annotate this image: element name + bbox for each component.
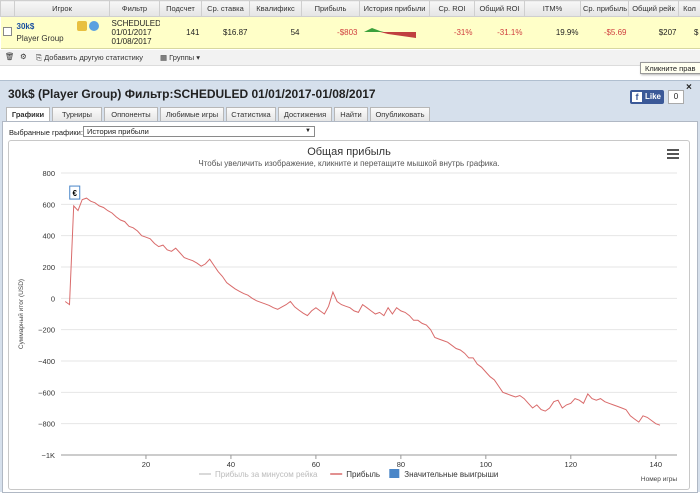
profit-history-sparkline (360, 17, 430, 49)
add-stats-label: Добавить другую статистику (44, 53, 143, 62)
col-header-player[interactable]: Игрок (15, 1, 110, 17)
groups-icon: ▦ (160, 53, 169, 62)
chart-select-label: Выбранные графики: (9, 128, 83, 137)
y-tick-label: 0 (51, 294, 55, 303)
filter-cell: SCHEDULED 01/01/2017 01/08/2017 (110, 17, 160, 49)
panel-title: 30k$ (Player Group) Фильтр:SCHEDULED 01/… (8, 87, 376, 101)
tab-opponents[interactable]: Оппоненты (104, 107, 158, 121)
y-axis-title: Суммарный итог (USD) (17, 279, 25, 349)
col-header-qualifiers[interactable]: Квалификс (250, 1, 302, 17)
col-header-itm[interactable]: ITM% (525, 1, 581, 17)
count-cell: 141 (160, 17, 202, 49)
facebook-like-count: 0 (668, 90, 684, 104)
add-stats-button[interactable]: ⎘ Добавить другую статистику (36, 53, 143, 63)
legend-item-label: Прибыль (346, 470, 380, 479)
tab-favorite-games[interactable]: Любимые игры (160, 107, 224, 121)
col-header-filter[interactable]: Фильтр (110, 1, 160, 17)
facebook-icon: f (632, 92, 642, 102)
y-tick-label: −400 (38, 357, 55, 366)
tab-statistics[interactable]: Статистика (226, 107, 276, 121)
table-row[interactable]: 30k$ Player Group SCHEDULED 01/01/2017 0… (1, 17, 700, 49)
col-header-profit[interactable]: Прибыль (302, 1, 360, 17)
avg-roi-cell: -31% (430, 17, 475, 49)
avg-profit-cell: -$5.69 (581, 17, 629, 49)
player-notes-icon[interactable] (77, 21, 87, 31)
total-rake-cell: $207 (629, 17, 679, 49)
y-tick-label: −200 (38, 326, 55, 335)
x-axis-title: Номер игры (641, 476, 677, 483)
qualifiers-cell: 54 (250, 17, 302, 49)
col-header-total-roi[interactable]: Общий ROI (475, 1, 525, 17)
tab-tournaments[interactable]: Турниры (52, 107, 102, 121)
y-tick-label: 200 (42, 263, 55, 272)
x-tick-label: 120 (565, 460, 578, 469)
col-header-extra[interactable]: Кол (679, 1, 700, 17)
profit-cell: -$803 (302, 17, 360, 49)
legend-item-label: Прибыль за минусом рейка (215, 470, 318, 479)
player-graph-panel: 30k$ (Player Group) Фильтр:SCHEDULED 01/… (0, 80, 700, 492)
filter-type: SCHEDULED (112, 19, 158, 28)
groups-dropdown[interactable]: ▦ Группы ▾ (160, 53, 200, 62)
col-header-count[interactable]: Подсчет (160, 1, 202, 17)
x-tick-label: 20 (142, 460, 150, 469)
chevron-down-icon: ▾ (194, 53, 200, 62)
player-group-label: Player Group (17, 34, 108, 43)
avg-stake-cell: $16.87 (202, 17, 250, 49)
col-header-profit-history[interactable]: История прибыли (360, 1, 430, 17)
big-win-flag-label: € (73, 189, 78, 198)
y-tick-label: 600 (42, 200, 55, 209)
y-tick-label: −1K (41, 451, 55, 460)
facebook-like-button[interactable]: f Like (630, 90, 664, 104)
tab-find[interactable]: Найти (334, 107, 368, 121)
stats-table: Игрок Фильтр Подсчет Ср. ставка Квалифик… (0, 0, 700, 49)
row-select-cell (1, 17, 15, 49)
tooltip: Кликните прав (640, 62, 700, 74)
y-tick-label: −600 (38, 388, 55, 397)
series-line-profit (65, 198, 660, 425)
table-toolbar: 🗑 ⚙ ⎘ Добавить другую статистику ▦ Групп… (0, 50, 700, 66)
y-tick-label: −800 (38, 420, 55, 429)
player-refresh-icon[interactable] (89, 21, 99, 31)
col-header-avg-roi[interactable]: Ср. ROI (430, 1, 475, 17)
extra-cell: $ (679, 17, 700, 49)
chart-svg: 800 600 400 200 0 −200 −400 −600 −800 −1K 20 40 60 80… (9, 141, 689, 489)
tab-graphs[interactable]: Графики (6, 107, 50, 122)
chevron-down-icon: ▼ (305, 127, 311, 136)
tab-publish[interactable]: Опубликовать (370, 107, 430, 121)
total-roi-cell: -31.1% (475, 17, 525, 49)
itm-cell: 19.9% (525, 17, 581, 49)
tab-achievements[interactable]: Достижения (278, 107, 332, 121)
select-all-header (1, 1, 15, 17)
table-header-row: Игрок Фильтр Подсчет Ср. ставка Квалифик… (1, 1, 700, 17)
x-tick-label: 80 (397, 460, 405, 469)
filter-date-end: 01/08/2017 (112, 37, 158, 46)
close-icon[interactable]: × (686, 82, 692, 93)
x-tick-label: 60 (312, 460, 320, 469)
x-tick-label: 140 (650, 460, 663, 469)
y-tick-label: 400 (42, 232, 55, 241)
tab-content: Выбранные графики: История прибыли ▼ Общ… (2, 121, 698, 493)
legend-item-label: Значительные выигрыши (404, 470, 498, 479)
chart-select-value: История прибыли (87, 127, 149, 136)
settings-icon[interactable]: ⚙ (20, 52, 27, 61)
trash-icon[interactable]: 🗑 (5, 52, 15, 61)
x-tick-label: 100 (480, 460, 493, 469)
chart-select[interactable]: История прибыли ▼ (83, 126, 315, 137)
col-header-total-rake[interactable]: Общий рейк (629, 1, 679, 17)
legend-swatch (389, 469, 399, 478)
row-checkbox[interactable] (3, 27, 12, 36)
filter-date-start: 01/01/2017 (112, 28, 158, 37)
add-stats-icon: ⎘ (36, 53, 44, 62)
x-tick-label: 40 (227, 460, 235, 469)
col-header-avg-stake[interactable]: Ср. ставка (202, 1, 250, 17)
facebook-like-label: Like (645, 92, 661, 101)
profit-chart[interactable]: Общая прибыль Чтобы увеличить изображени… (8, 140, 690, 490)
col-header-avg-profit[interactable]: Ср. прибыль (581, 1, 629, 17)
player-cell[interactable]: 30k$ Player Group (15, 17, 110, 49)
groups-label: Группы (169, 53, 194, 62)
y-tick-label: 800 (42, 169, 55, 178)
